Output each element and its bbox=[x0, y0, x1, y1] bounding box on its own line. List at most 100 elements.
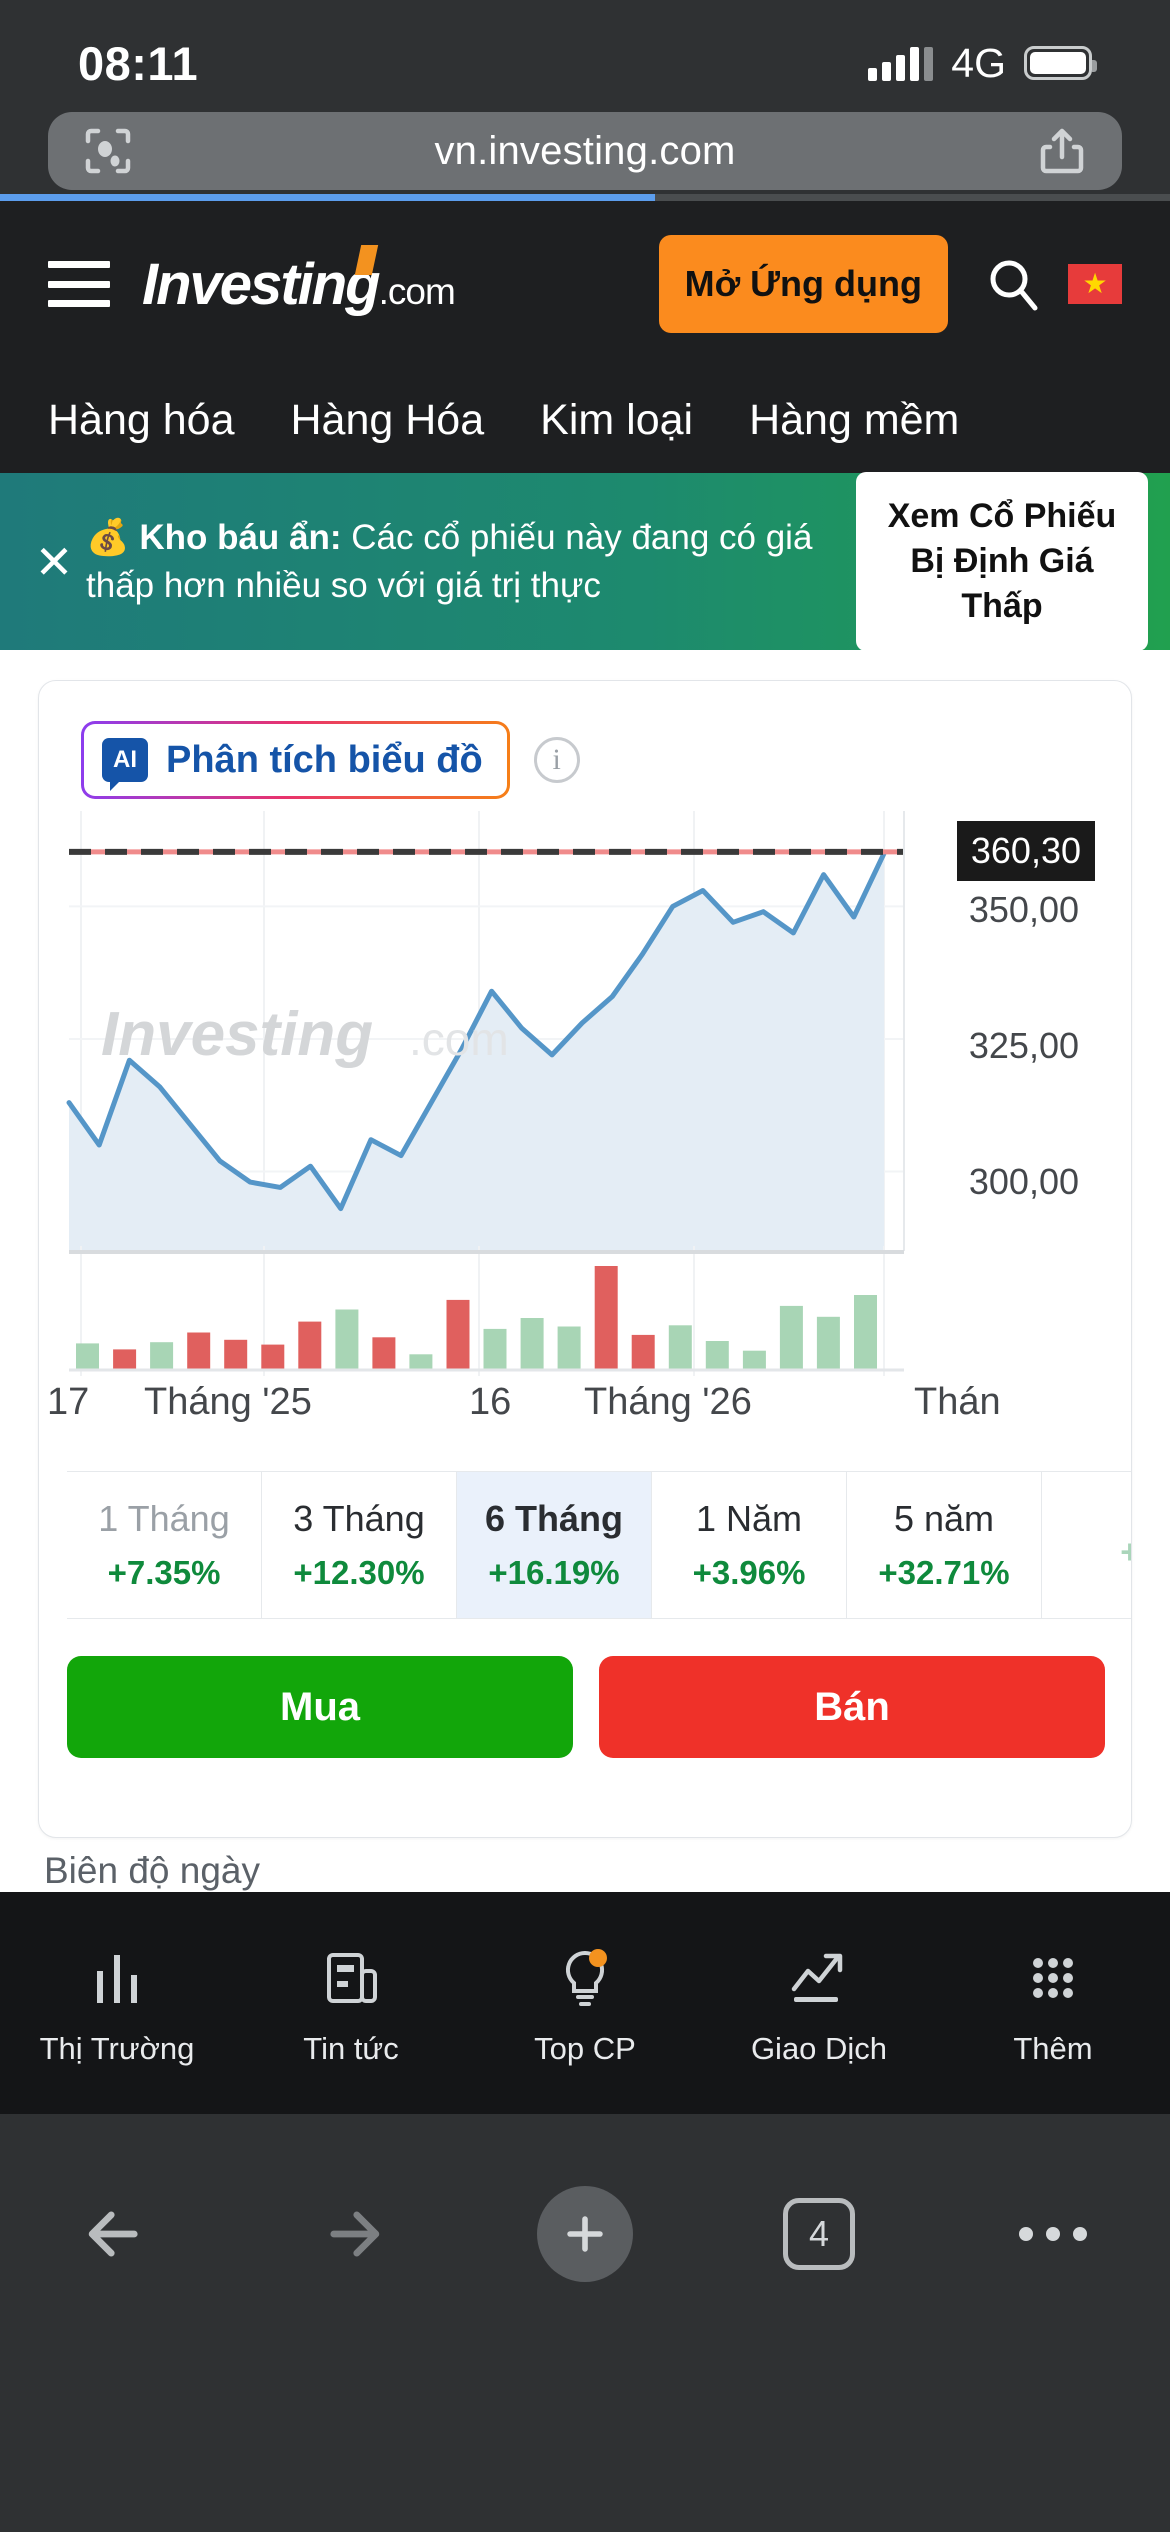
category-tab-3[interactable]: Hàng mềm bbox=[749, 395, 960, 444]
tab-more[interactable]: Thêm bbox=[936, 1945, 1170, 2067]
browser-toolbar: 4 bbox=[0, 2114, 1170, 2532]
back-arrow-icon[interactable] bbox=[37, 2186, 197, 2282]
close-icon[interactable]: ✕ bbox=[34, 535, 74, 588]
promo-emoji: 💰 bbox=[86, 517, 130, 557]
news-icon bbox=[318, 1945, 384, 2011]
search-icon[interactable] bbox=[984, 255, 1042, 313]
period-label: 3 Tháng bbox=[293, 1498, 425, 1539]
vietnam-flag-icon[interactable]: ★ bbox=[1068, 264, 1122, 304]
period-label: 1 Tháng bbox=[98, 1498, 230, 1539]
sell-button[interactable]: Bán bbox=[599, 1656, 1105, 1758]
tab-overview-button[interactable]: 4 bbox=[739, 2186, 899, 2282]
tab-label: Thị Trường bbox=[39, 2031, 195, 2066]
trade-buttons: Mua Bán bbox=[67, 1656, 1105, 1758]
signal-strength-icon bbox=[868, 45, 934, 81]
x-tick-label-2: 16 bbox=[469, 1381, 512, 1423]
battery-icon bbox=[1024, 46, 1097, 80]
promo-banner[interactable]: ✕ 💰 Kho báu ẩn: Các cổ phiếu này đang có… bbox=[0, 472, 1170, 651]
forward-arrow-icon[interactable] bbox=[271, 2186, 431, 2282]
category-tab-2[interactable]: Kim loại bbox=[540, 395, 694, 444]
app-tab-bar[interactable]: Thị Trường Tin tức bbox=[0, 1892, 1170, 2114]
promo-body: Các cổ phiếu này đang có giá thấp hơn nh… bbox=[86, 517, 813, 605]
period-value: +32.71% bbox=[878, 1554, 1010, 1591]
tab-label: Top CP bbox=[534, 2031, 636, 2066]
instrument-card: AI Phân tích biểu đồ i Investing .com 360… bbox=[38, 680, 1132, 1838]
period-cell-3-months[interactable]: 3 Tháng +12.30% bbox=[262, 1472, 457, 1618]
promo-text: 💰 Kho báu ẩn: Các cổ phiếu này đang có g… bbox=[86, 514, 856, 609]
lightbulb-icon bbox=[552, 1945, 618, 2011]
y-tick-label-0: 350,00 bbox=[968, 889, 1079, 930]
period-performance-table[interactable]: 1 Tháng +7.35% 3 Tháng +12.30% 6 Tháng +… bbox=[67, 1471, 1131, 1619]
tab-markets[interactable]: Thị Trường bbox=[0, 1945, 234, 2067]
y-tick-label-1: 325,00 bbox=[968, 1025, 1079, 1066]
period-cell-1-month[interactable]: 1 Tháng +7.35% bbox=[67, 1472, 262, 1618]
trending-up-icon bbox=[786, 1945, 852, 2011]
tab-label: Thêm bbox=[1013, 2031, 1093, 2066]
url-text[interactable]: vn.investing.com bbox=[434, 128, 736, 173]
bar-chart-icon bbox=[84, 1945, 150, 2011]
period-label: 6 Tháng bbox=[484, 1498, 623, 1539]
site-header: Investing .com Mở Ứng dụng ★ bbox=[0, 201, 1170, 367]
tab-top-stocks[interactable]: Top CP bbox=[468, 1945, 702, 2067]
info-icon[interactable]: i bbox=[533, 737, 580, 783]
period-value: +3.96% bbox=[692, 1554, 806, 1591]
status-bar: 08:11 4G bbox=[0, 0, 1170, 108]
period-value: +16.19% bbox=[488, 1554, 620, 1591]
ai-analysis-row: AI Phân tích biểu đồ i bbox=[81, 721, 580, 799]
tab-label: Giao Dịch bbox=[750, 2031, 888, 2066]
network-type-label: 4G bbox=[951, 39, 1006, 86]
chart-analysis-button[interactable]: AI Phân tích biểu đồ bbox=[81, 721, 510, 799]
period-cell-1-year[interactable]: 1 Năm +3.96% bbox=[652, 1472, 847, 1618]
price-chart[interactable]: Investing .com bbox=[39, 811, 1131, 1541]
chart-analysis-label: Phân tích biểu đồ bbox=[166, 738, 483, 781]
period-label: 5 năm bbox=[893, 1498, 995, 1539]
investing-logo[interactable]: Investing .com bbox=[142, 244, 456, 318]
period-value: +12.30% bbox=[293, 1554, 425, 1591]
day-range-title: Biên độ ngày bbox=[44, 1850, 261, 1891]
period-value: +7.35% bbox=[107, 1554, 221, 1591]
hamburger-menu-icon[interactable] bbox=[48, 261, 110, 307]
text-scan-icon[interactable] bbox=[82, 125, 134, 177]
volume-chart[interactable] bbox=[39, 1246, 1131, 1376]
plus-icon[interactable] bbox=[537, 2186, 633, 2282]
logo-wordmark: Investing bbox=[142, 251, 381, 317]
promo-bold-lead: Kho báu ẩn: bbox=[139, 517, 342, 557]
tab-news[interactable]: Tin tức bbox=[234, 1945, 468, 2067]
share-icon[interactable] bbox=[1036, 125, 1088, 177]
tab-count[interactable]: 4 bbox=[783, 2198, 855, 2270]
category-tab-1[interactable]: Hàng Hóa bbox=[290, 395, 485, 444]
current-price-badge: 360,30 bbox=[956, 821, 1095, 881]
x-tick-label-4: Thán bbox=[914, 1381, 1001, 1423]
period-value: +3 bbox=[1120, 1533, 1131, 1571]
time-axis-labels: 17 Tháng '25 16 Tháng '26 Thán bbox=[39, 1381, 1131, 1437]
browser-address-bar[interactable]: vn.investing.com bbox=[0, 108, 1170, 194]
page-load-progress bbox=[0, 194, 1170, 201]
ai-badge-icon: AI bbox=[102, 738, 148, 791]
main-content: AI Phân tích biểu đồ i Investing .com 360… bbox=[0, 650, 1170, 1957]
x-tick-label-1: Tháng '25 bbox=[144, 1381, 312, 1423]
logo-suffix: .com bbox=[378, 270, 456, 312]
tab-label: Tin tức bbox=[303, 2031, 399, 2066]
period-cell-5-years[interactable]: 5 năm +32.71% bbox=[847, 1472, 1042, 1618]
status-clock: 08:11 bbox=[78, 36, 199, 90]
promo-cta-button[interactable]: Xem Cổ Phiếu Bị Định Giá Thấp bbox=[856, 472, 1148, 651]
period-label: 1 Năm bbox=[695, 1498, 803, 1539]
svg-text:Investing: Investing bbox=[101, 1000, 373, 1069]
url-field[interactable]: vn.investing.com bbox=[48, 112, 1122, 190]
category-tab-bar[interactable]: Hàng hóa Hàng Hóa Kim loại Hàng mềm bbox=[0, 367, 1170, 473]
more-dots-icon[interactable] bbox=[973, 2186, 1133, 2282]
new-tab-button[interactable] bbox=[505, 2186, 665, 2282]
y-tick-label-2: 300,00 bbox=[968, 1161, 1079, 1202]
period-cell-overflow[interactable]: +3 bbox=[1042, 1472, 1131, 1618]
category-tab-0[interactable]: Hàng hóa bbox=[48, 395, 235, 444]
buy-button[interactable]: Mua bbox=[67, 1656, 573, 1758]
tab-trading[interactable]: Giao Dịch bbox=[702, 1945, 936, 2067]
period-cell-6-months[interactable]: 6 Tháng +16.19% bbox=[457, 1472, 652, 1618]
price-axis-labels: 360,30 350,00 325,00 300,00 bbox=[941, 811, 1131, 1251]
status-indicators: 4G bbox=[868, 39, 1097, 87]
open-app-button[interactable]: Mở Ứng dụng bbox=[658, 235, 948, 333]
x-tick-label-0: 17 bbox=[47, 1381, 90, 1423]
svg-text:.com: .com bbox=[409, 1013, 509, 1065]
x-tick-label-3: Tháng '26 bbox=[584, 1381, 752, 1423]
